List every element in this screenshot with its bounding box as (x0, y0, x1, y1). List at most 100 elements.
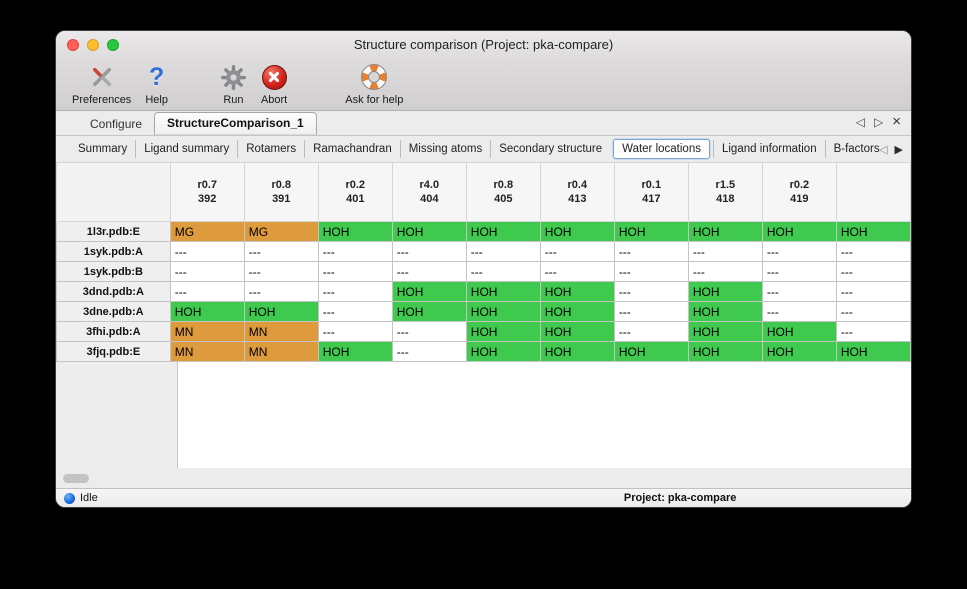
cell-water[interactable]: HOH (687, 321, 763, 342)
cell-water[interactable]: HOH (687, 221, 763, 242)
row-header[interactable]: 3dne.pdb:A (56, 301, 171, 322)
cell-water[interactable]: HOH (539, 301, 615, 322)
row-header[interactable]: 1l3r.pdb:E (56, 221, 171, 242)
subtab-water-locations[interactable]: Water locations (613, 139, 710, 159)
cell-water[interactable]: HOH (761, 341, 837, 362)
cell-empty[interactable]: --- (539, 261, 615, 282)
cell-water[interactable]: HOH (687, 281, 763, 302)
cell-empty[interactable]: --- (317, 301, 393, 322)
cell-empty[interactable]: --- (391, 261, 467, 282)
ask-for-help-button[interactable]: Ask for help (345, 61, 403, 106)
tab-scroll-right-icon[interactable]: ▷ (874, 115, 884, 129)
cell-empty[interactable]: --- (317, 241, 393, 262)
cell-water[interactable]: HOH (539, 341, 615, 362)
cell-water[interactable]: HOH (465, 341, 541, 362)
cell-empty[interactable]: --- (835, 241, 911, 262)
column-header[interactable]: r0.2 401 (317, 162, 393, 222)
cell-water[interactable]: HOH (317, 341, 393, 362)
cell-empty[interactable]: --- (243, 281, 319, 302)
cell-empty[interactable]: --- (465, 241, 541, 262)
cell-empty[interactable]: --- (169, 241, 245, 262)
column-header[interactable] (835, 162, 911, 222)
cell-water[interactable]: HOH (465, 301, 541, 322)
cell-water[interactable]: HOH (391, 281, 467, 302)
cell-empty[interactable]: --- (835, 301, 911, 322)
cell-empty[interactable]: --- (613, 301, 689, 322)
cell-water[interactable]: HOH (317, 221, 393, 242)
cell-empty[interactable]: --- (761, 241, 837, 262)
subtab-scroll-right-icon[interactable]: ▶ (894, 143, 903, 156)
column-header[interactable]: r0.8 391 (243, 162, 319, 222)
column-header[interactable]: r0.2 419 (761, 162, 837, 222)
row-header[interactable]: 1syk.pdb:A (56, 241, 171, 262)
tab-structurecomparison-1[interactable]: StructureComparison_1 (154, 112, 317, 135)
subtab-b-factors[interactable]: B-factors (824, 140, 888, 158)
cell-water[interactable]: HOH (391, 301, 467, 322)
cell-water[interactable]: HOH (761, 321, 837, 342)
cell-water[interactable]: HOH (465, 221, 541, 242)
cell-empty[interactable]: --- (391, 341, 467, 362)
abort-button[interactable]: Abort (261, 61, 287, 106)
cell-empty[interactable]: --- (687, 261, 763, 282)
cell-water[interactable]: HOH (613, 341, 689, 362)
cell-empty[interactable]: --- (613, 261, 689, 282)
cell-water[interactable]: HOH (613, 221, 689, 242)
cell-empty[interactable]: --- (613, 321, 689, 342)
cell-metal[interactable]: MN (243, 321, 319, 342)
cell-empty[interactable]: --- (835, 321, 911, 342)
title-bar[interactable]: Structure comparison (Project: pka-compa… (56, 31, 911, 58)
cell-empty[interactable]: --- (169, 261, 245, 282)
subtab-rotamers[interactable]: Rotamers (237, 140, 304, 158)
cell-water[interactable]: HOH (835, 221, 911, 242)
cell-empty[interactable]: --- (835, 281, 911, 302)
cell-water[interactable]: HOH (391, 221, 467, 242)
cell-empty[interactable]: --- (835, 261, 911, 282)
cell-empty[interactable]: --- (317, 281, 393, 302)
cell-empty[interactable]: --- (169, 281, 245, 302)
cell-water[interactable]: HOH (687, 301, 763, 322)
cell-empty[interactable]: --- (317, 261, 393, 282)
tab-configure[interactable]: Configure (90, 117, 143, 131)
cell-empty[interactable]: --- (243, 241, 319, 262)
cell-empty[interactable]: --- (761, 301, 837, 322)
column-header[interactable]: r0.8 405 (465, 162, 541, 222)
cell-water[interactable]: HOH (835, 341, 911, 362)
cell-metal[interactable]: MG (243, 221, 319, 242)
cell-empty[interactable]: --- (539, 241, 615, 262)
cell-empty[interactable]: --- (687, 241, 763, 262)
cell-empty[interactable]: --- (761, 281, 837, 302)
subtab-secondary-structure[interactable]: Secondary structure (490, 140, 610, 158)
subtab-scroll-left-icon[interactable]: ◁ (879, 143, 888, 156)
row-header[interactable]: 3fhi.pdb:A (56, 321, 171, 342)
column-header[interactable]: r0.1 417 (613, 162, 689, 222)
cell-empty[interactable]: --- (243, 261, 319, 282)
cell-empty[interactable]: --- (391, 321, 467, 342)
cell-water[interactable]: HOH (465, 321, 541, 342)
run-button[interactable]: Run (220, 61, 247, 106)
close-window-button[interactable] (67, 38, 79, 51)
preferences-button[interactable]: Preferences (72, 61, 131, 106)
cell-water[interactable]: HOH (465, 281, 541, 302)
cell-empty[interactable]: --- (613, 241, 689, 262)
column-header[interactable]: r4.0 404 (391, 162, 467, 222)
cell-water[interactable]: HOH (539, 281, 615, 302)
cell-empty[interactable]: --- (465, 261, 541, 282)
column-header[interactable]: r0.4 413 (539, 162, 615, 222)
cell-water[interactable]: HOH (243, 301, 319, 322)
column-header[interactable]: r0.7 392 (169, 162, 245, 222)
close-tab-icon[interactable]: × (892, 113, 901, 130)
zoom-window-button[interactable] (107, 38, 119, 51)
subtab-missing-atoms[interactable]: Missing atoms (399, 140, 491, 158)
cell-metal[interactable]: MN (169, 321, 245, 342)
row-header[interactable]: 3dnd.pdb:A (56, 281, 171, 302)
cell-metal[interactable]: MN (243, 341, 319, 362)
cell-water[interactable]: HOH (539, 321, 615, 342)
cell-metal[interactable]: MG (169, 221, 245, 242)
cell-empty[interactable]: --- (391, 241, 467, 262)
cell-water[interactable]: HOH (169, 301, 245, 322)
cell-water[interactable]: HOH (539, 221, 615, 242)
minimize-window-button[interactable] (87, 38, 99, 51)
cell-metal[interactable]: MN (169, 341, 245, 362)
subtab-ligand-information[interactable]: Ligand information (712, 140, 825, 158)
scrollbar-thumb[interactable] (63, 473, 89, 483)
